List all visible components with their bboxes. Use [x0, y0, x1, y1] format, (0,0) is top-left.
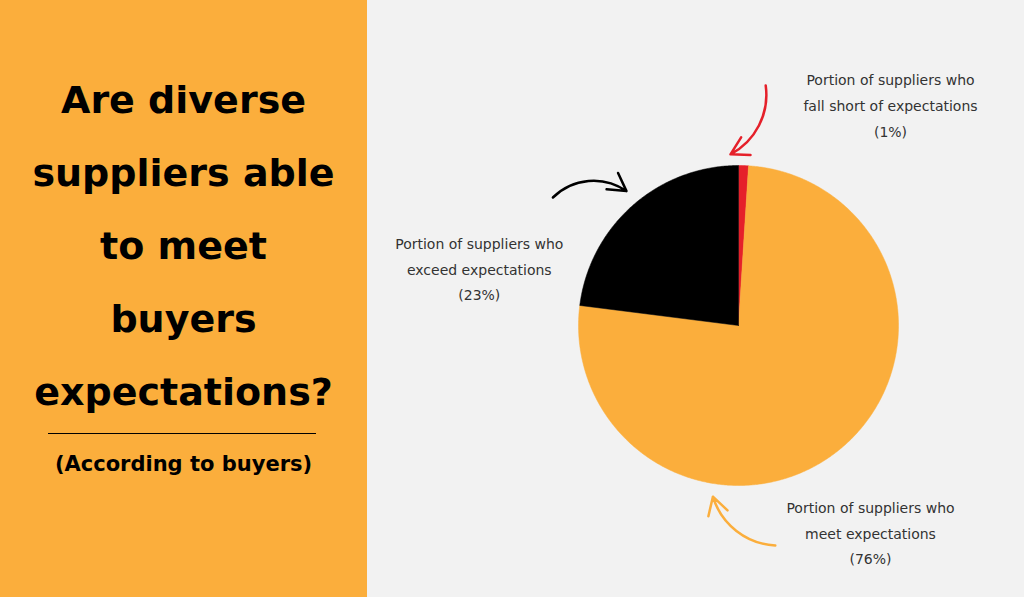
html-text:(According to buyers): (According to buyers): [54, 452, 313, 476]
svg-text:Portion of suppliers whomeet e: Portion of suppliers whomeet expectation…: [786, 500, 954, 568]
html-text:Are diverse suppliers able to: Are diverse suppliers able to meet buyer…: [32, 78, 335, 414]
svg-text:Portion of suppliers whoexceed: Portion of suppliers whoexceed expectati…: [395, 236, 563, 304]
svg-text:Portion of suppliers whofall s: Portion of suppliers whofall short of ex…: [803, 72, 977, 140]
